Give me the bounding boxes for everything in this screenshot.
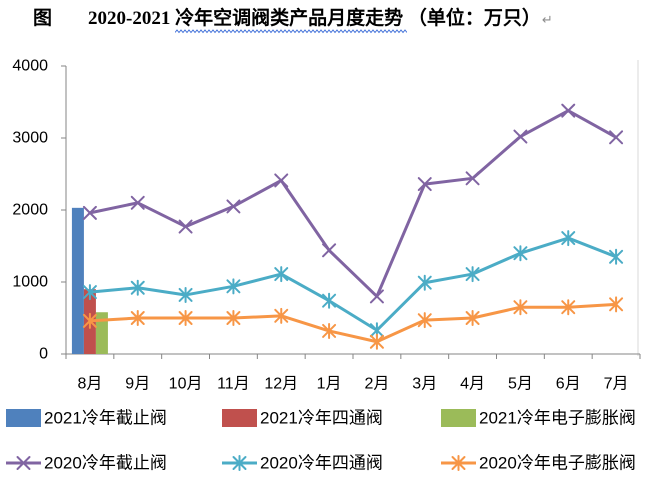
spellcheck-wavy-path [175,29,407,34]
line-point-marker-2020-electronic-expansion-valve-11 [609,296,624,313]
series-line-2020-four-way-valve [88,236,618,332]
legend-label: 2021冷年电子膨胀阀 [479,409,636,428]
line-point-marker-2020-shutoff-valve-1 [130,195,145,210]
paragraph-mark-icon: ↵ [541,13,553,28]
line-point-marker-2020-electronic-expansion-valve-0 [82,312,97,329]
chart-title: 图 2020-2021 冷年空调阀类产品月度走势 （单位：万只）↵ [33,6,553,32]
legend-item-2020-four-way-valve: 2020冷年四通阀 [222,454,383,473]
line-point-marker-2020-four-way-valve-5 [322,292,337,309]
line-point-marker-2020-electronic-expansion-valve-1 [130,310,145,326]
y-tick-label: 3000 [12,130,48,147]
legend-label: 2020冷年截止阀 [44,454,167,473]
line-point-marker-2020-shutoff-valve-11 [609,130,624,145]
x-tick-label: 7月 [604,376,629,393]
line-point-marker-2020-shutoff-valve-10 [561,103,576,118]
legend-label: 2020冷年四通阀 [260,454,383,473]
legend-marker-icon [451,455,466,471]
x-tick-label: 6月 [556,376,581,393]
legend-item-2021-shutoff-valve: 2021冷年截止阀 [6,409,167,428]
x-tick-label: 1月 [317,376,342,393]
bar-2021-electronic-expansion-valve-0 [95,312,108,354]
line-point-marker-2020-electronic-expansion-valve-10 [561,299,576,316]
x-tick-label: 2月 [364,376,389,393]
y-tick-label: 1000 [12,274,48,291]
series-line-2020-shutoff-valve [88,109,618,298]
line-point-marker-2020-four-way-valve-2 [178,286,193,303]
series-line-2020-electronic-expansion-valve [88,302,618,344]
line-point-marker-2020-four-way-valve-11 [609,248,624,265]
line-point-marker-2020-four-way-valve-7 [417,274,432,291]
line-point-marker-2020-electronic-expansion-valve-5 [322,322,337,339]
line-point-marker-2020-shutoff-valve-6 [369,289,384,304]
line-point-marker-2020-four-way-valve-9 [513,245,528,262]
x-tick-label: 8月 [77,376,102,393]
spellcheck-wavy-underline [175,29,407,34]
line-point-marker-2020-electronic-expansion-valve-8 [465,310,480,326]
y-tick-label: 4000 [12,58,48,75]
line-point-marker-2020-shutoff-valve-7 [417,177,432,192]
chart-title-text: 2020-2021 冷年空调阀类产品月度走势 （单位：万只） [88,8,541,29]
x-tick-label: 11月 [217,376,250,393]
x-tick-label: 9月 [125,376,150,393]
y-tick-label: 0 [39,346,48,363]
y-tick-label: 2000 [12,202,48,219]
x-tick-label: 5月 [508,376,533,393]
x-tick-label: 12月 [264,376,298,393]
line-point-marker-2020-four-way-valve-1 [130,279,145,296]
line-point-marker-2020-shutoff-valve-0 [82,205,97,220]
line-point-marker-2020-shutoff-valve-2 [178,219,193,234]
x-tick-label: 3月 [412,376,437,393]
legend-label: 2020冷年电子膨胀阀 [479,454,636,473]
bar-2021-shutoff-valve-0 [71,207,84,354]
line-point-marker-2020-shutoff-valve-8 [465,171,480,186]
line-point-marker-2020-electronic-expansion-valve-2 [178,310,193,326]
legend-label: 2021冷年四通阀 [260,409,383,428]
plot-area: 0 1000 2000 3000 4000 8月 9月 10月 11月 12月 1月 2月 3月 4月 5月… [12,58,641,393]
legend-marker-icon [16,456,31,470]
legend-item-2020-electronic-expansion-valve: 2020冷年电子膨胀阀 [441,454,636,473]
legend-item-2021-electronic-expansion-valve: 2021冷年电子膨胀阀 [441,409,636,428]
legend-swatch [6,409,41,427]
legend-swatch [441,409,476,427]
line-point-marker-2020-shutoff-valve-4 [274,173,289,188]
line-point-marker-2020-shutoff-valve-3 [226,199,241,214]
line-point-marker-2020-four-way-valve-3 [226,278,241,295]
legend-label: 2021冷年截止阀 [44,409,167,428]
legend-swatch [222,409,257,427]
line-point-marker-2020-four-way-valve-4 [274,266,289,283]
legend-marker-icon [232,455,247,471]
line-point-marker-2020-electronic-expansion-valve-9 [513,299,528,316]
line-point-marker-2020-four-way-valve-0 [82,284,97,301]
line-point-marker-2020-electronic-expansion-valve-4 [274,307,289,324]
legend: 2021冷年截止阀 2021冷年四通阀 2021冷年电子膨胀阀 2020冷年截止阀 20… [6,409,636,473]
line-point-marker-2020-electronic-expansion-valve-3 [226,310,241,326]
x-tick-label: 4月 [460,376,485,393]
line-point-marker-2020-four-way-valve-8 [465,266,480,283]
figure-label: 图 [33,8,53,29]
line-point-marker-2020-four-way-valve-10 [561,230,576,247]
line-point-marker-2020-electronic-expansion-valve-6 [369,333,384,350]
line-point-marker-2020-shutoff-valve-9 [513,129,528,144]
legend-item-2021-four-way-valve: 2021冷年四通阀 [222,409,383,428]
line-point-marker-2020-electronic-expansion-valve-7 [417,312,432,329]
line-point-marker-2020-shutoff-valve-5 [322,243,337,258]
legend-item-2020-shutoff-valve: 2020冷年截止阀 [6,454,167,473]
x-tick-label: 10月 [169,376,203,393]
